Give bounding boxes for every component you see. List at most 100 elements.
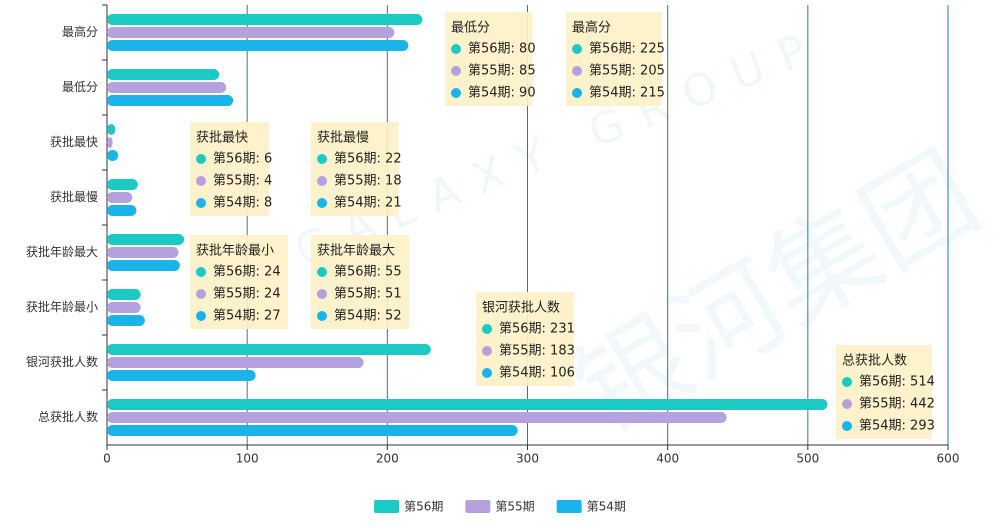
annotation-label: 第55期: 442 — [859, 397, 935, 412]
bar — [107, 425, 518, 436]
annotation-title: 获批最快 — [196, 131, 248, 146]
annotation-label: 第54期: 8 — [213, 196, 272, 211]
bar — [107, 27, 395, 38]
bar — [107, 302, 141, 313]
annotation-title: 获批年龄最小 — [196, 244, 274, 259]
annotation-dot — [196, 289, 206, 299]
annotation-title: 获批年龄最大 — [317, 244, 395, 259]
annotation-dot — [317, 198, 327, 208]
bar — [107, 234, 185, 245]
bar — [107, 192, 133, 203]
legend-label: 第55期 — [495, 500, 534, 514]
x-tick-label: 100 — [236, 452, 259, 466]
annotation-dot — [572, 44, 582, 54]
annotation-dot — [317, 289, 327, 299]
bar — [107, 260, 180, 271]
annotation-label: 第55期: 18 — [334, 174, 402, 189]
x-tick-label: 300 — [516, 452, 539, 466]
annotation-title: 获批最慢 — [317, 130, 369, 146]
annotation-box — [836, 345, 932, 439]
bar — [107, 150, 119, 161]
y-tick-label: 获批年龄最小 — [26, 299, 98, 314]
annotation-label: 第54期: 21 — [334, 196, 402, 211]
annotation-box — [566, 12, 662, 106]
annotation-dot — [196, 154, 206, 164]
annotation-label: 第55期: 183 — [499, 344, 575, 359]
legend-swatch — [556, 500, 582, 513]
annotation-label: 第56期: 55 — [334, 265, 402, 280]
legend-label: 第54期 — [587, 500, 626, 514]
annotation-dot — [451, 66, 461, 76]
annotation-label: 第55期: 51 — [334, 287, 402, 302]
annotation-label: 第56期: 6 — [213, 152, 272, 167]
annotation-dot — [317, 176, 327, 186]
annotation-title: 总获批人数 — [842, 354, 907, 369]
y-tick-label: 获批最快 — [50, 134, 98, 149]
bar — [107, 40, 409, 51]
legend-label: 第56期 — [404, 500, 443, 514]
bar — [107, 205, 137, 216]
bar — [107, 179, 138, 190]
annotation-title: 最低分 — [451, 21, 490, 36]
legend-swatch — [374, 500, 400, 513]
bar — [107, 370, 256, 381]
annotation-label: 第55期: 205 — [589, 64, 665, 79]
annotation-label: 第54期: 293 — [859, 419, 935, 434]
bar — [107, 289, 141, 300]
y-tick-label: 银河获批人数 — [26, 354, 98, 369]
annotation-dot — [196, 311, 206, 321]
annotation-dot — [482, 324, 492, 334]
x-tick-label: 0 — [103, 452, 111, 466]
annotation-dot — [451, 44, 461, 54]
y-tick-label: 最高分 — [62, 24, 98, 39]
annotation-dot — [572, 88, 582, 98]
bar — [107, 137, 113, 148]
annotation-dot — [317, 267, 327, 277]
y-tick-label: 获批最慢 — [50, 189, 98, 204]
annotation-dot — [572, 66, 582, 76]
y-tick-label: 总获批人数 — [38, 409, 98, 424]
x-tick-label: 600 — [937, 452, 960, 466]
bar — [107, 124, 116, 135]
bar — [107, 14, 423, 25]
annotation-dot — [842, 399, 852, 409]
annotation-label: 第56期: 80 — [468, 42, 536, 57]
annotation-dot — [317, 154, 327, 164]
annotation-title: 最高分 — [572, 20, 611, 36]
annotation-dot — [196, 267, 206, 277]
legend: 第56期 第55期 第54期 — [374, 500, 626, 514]
annotation-label: 第55期: 4 — [213, 174, 272, 189]
annotation-dot — [196, 198, 206, 208]
annotation-dot — [842, 377, 852, 387]
annotation-dot — [482, 368, 492, 378]
x-tick-label: 500 — [796, 452, 819, 466]
annotation-dot — [317, 311, 327, 321]
y-tick-label: 获批年龄最大 — [26, 244, 98, 259]
legend-swatch — [465, 500, 491, 513]
annotation-label: 第55期: 85 — [468, 64, 536, 79]
bar — [107, 412, 727, 423]
annotation-dot — [196, 176, 206, 186]
bar — [107, 399, 828, 410]
annotation-label: 第55期: 24 — [213, 287, 281, 302]
annotation-label: 第56期: 231 — [499, 322, 575, 337]
x-tick-label: 400 — [656, 452, 679, 466]
bar — [107, 344, 431, 355]
bar — [107, 315, 145, 326]
bar — [107, 247, 179, 258]
bar — [107, 82, 227, 93]
bar — [107, 95, 234, 106]
annotation-label: 第54期: 215 — [589, 86, 665, 101]
annotation-box — [311, 235, 410, 329]
bar — [107, 357, 364, 368]
annotation-dot — [451, 88, 461, 98]
annotation-label: 第56期: 225 — [589, 42, 665, 57]
